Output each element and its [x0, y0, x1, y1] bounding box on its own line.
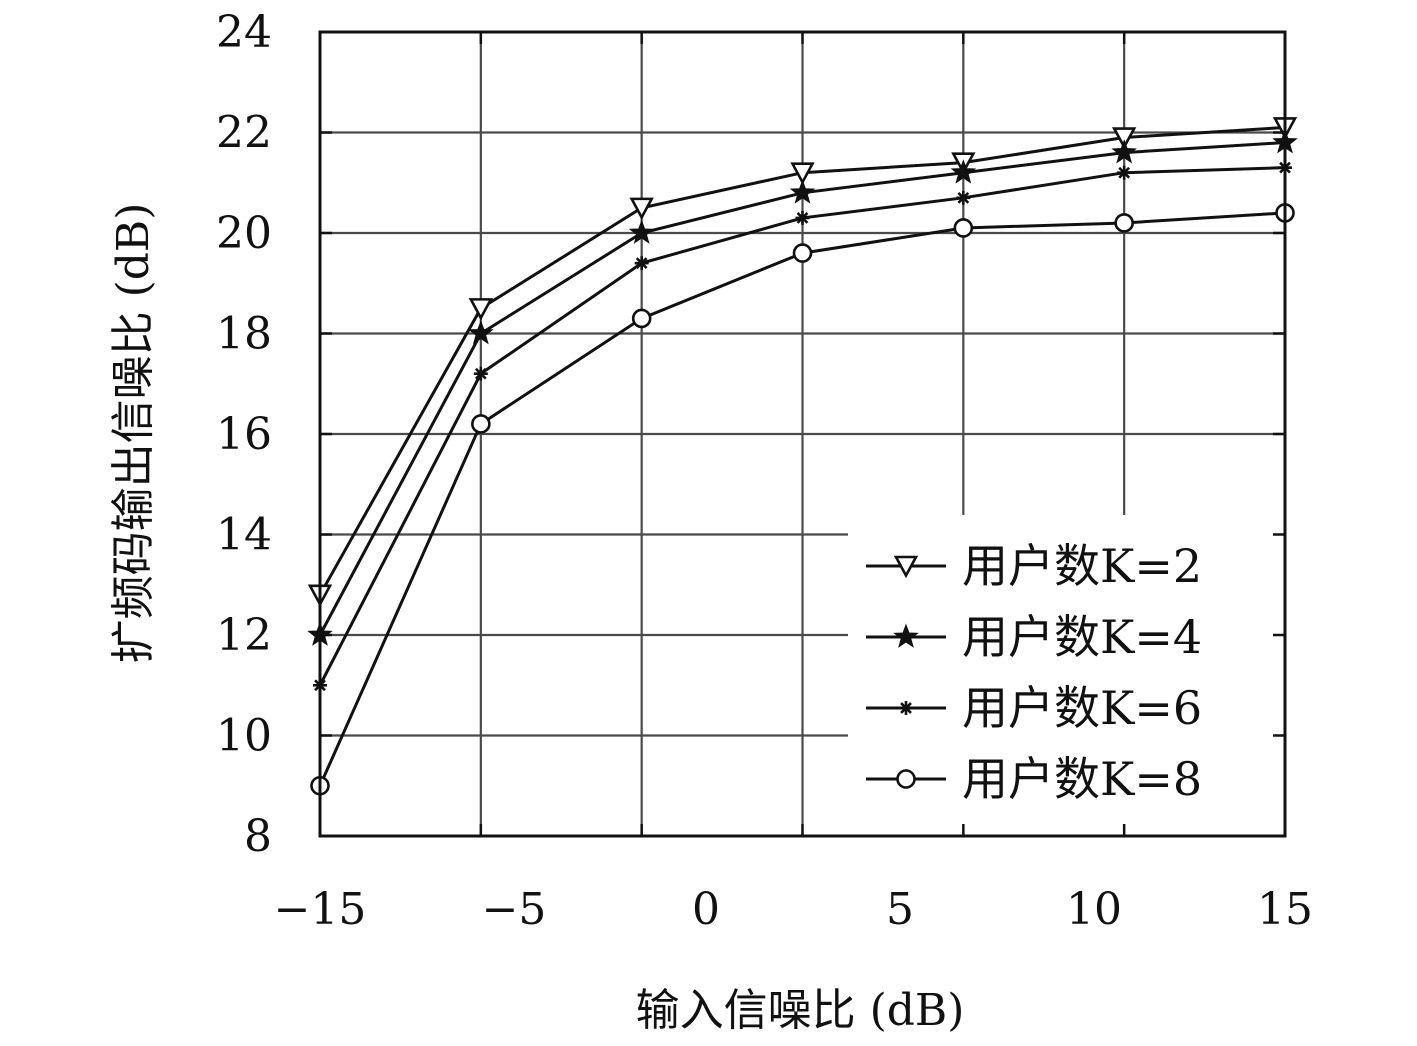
- legend-item: 用户数K=4: [866, 610, 1202, 664]
- x-tick-label: 15: [1257, 884, 1313, 935]
- marker-triangle-down: [629, 197, 654, 221]
- x-tick-label: 5: [886, 884, 914, 935]
- x-tick-label: 0: [692, 884, 720, 935]
- y-tick-label: 12: [216, 610, 272, 661]
- marker-star: [628, 219, 655, 244]
- legend-label: 用户数K=4: [962, 610, 1202, 664]
- plot-frame: [318, 30, 1287, 838]
- x-tick-label: −15: [274, 884, 367, 935]
- x-axis-label: 输入信噪比 (dB): [636, 985, 965, 1036]
- y-tick-label: 18: [216, 309, 272, 360]
- legend: 用户数K=2 用户数K=4 用户数K=6 用户数K=8: [848, 515, 1283, 834]
- marker-circle: [471, 414, 491, 434]
- y-tick-label: 22: [216, 108, 272, 159]
- marker-star: [893, 623, 919, 648]
- y-axis-label: 扩频码输出信噪比 (dB): [108, 203, 159, 664]
- y-tick-label: 8: [244, 811, 272, 862]
- marker-triangle-down: [468, 298, 494, 321]
- legend-label: 用户数K=8: [962, 752, 1202, 806]
- y-tick-label: 20: [216, 208, 272, 259]
- legend-item: 用户数K=6: [866, 681, 1202, 735]
- legend-label: 用户数K=6: [962, 681, 1202, 735]
- series-1: [307, 117, 1298, 608]
- x-tick-label: −5: [482, 884, 547, 935]
- y-tick-label: 24: [216, 7, 272, 58]
- y-tick-label: 10: [216, 711, 272, 762]
- marker-circle: [631, 308, 652, 329]
- tick-labels: −15 −5 0 5 10 15 8 10 12 14 16 18 20 22 24: [216, 7, 1313, 935]
- marker-star: [789, 179, 816, 204]
- x-tick-label: 10: [1066, 884, 1122, 935]
- marker-asterisk: [634, 256, 649, 271]
- legend-item: 用户数K=8: [866, 752, 1202, 806]
- y-tick-label: 16: [216, 409, 272, 460]
- series-layer: [307, 117, 1298, 796]
- marker-circle: [792, 243, 813, 263]
- marker-triangle-down: [893, 555, 919, 579]
- marker-star: [468, 320, 494, 345]
- marker-triangle-down: [1111, 127, 1137, 150]
- marker-asterisk: [1117, 165, 1132, 180]
- marker-circle: [1114, 213, 1134, 233]
- legend-item: 用户数K=2: [866, 539, 1202, 593]
- marker-star: [1111, 139, 1137, 164]
- y-tick-label: 14: [216, 510, 272, 561]
- marker-asterisk: [473, 366, 488, 381]
- marker-circle: [953, 218, 974, 238]
- marker-asterisk: [899, 701, 913, 715]
- marker-triangle-down: [790, 162, 815, 185]
- marker-circle: [896, 769, 916, 789]
- marker-star: [950, 159, 977, 184]
- marker-asterisk: [795, 210, 810, 225]
- legend-box: [848, 515, 1283, 834]
- marker-asterisk: [956, 190, 971, 205]
- legend-label: 用户数K=2: [962, 539, 1202, 593]
